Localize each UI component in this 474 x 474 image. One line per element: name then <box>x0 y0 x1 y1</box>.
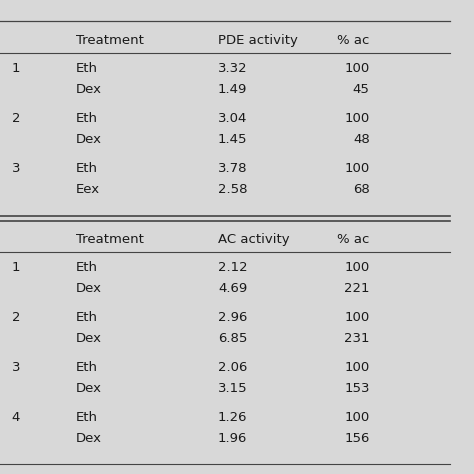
Text: 100: 100 <box>345 112 370 125</box>
Text: 100: 100 <box>345 361 370 374</box>
Text: 2.96: 2.96 <box>218 311 247 324</box>
Text: 100: 100 <box>345 311 370 324</box>
Text: Eth: Eth <box>76 261 98 274</box>
Text: 2: 2 <box>12 311 20 324</box>
Text: 221: 221 <box>344 282 370 295</box>
Text: 156: 156 <box>344 432 370 446</box>
Text: 2.12: 2.12 <box>218 261 247 274</box>
Text: 3.04: 3.04 <box>218 112 247 125</box>
Text: 2.58: 2.58 <box>218 183 247 196</box>
Text: 1.49: 1.49 <box>218 82 247 96</box>
Text: Dex: Dex <box>76 382 102 395</box>
Text: Treatment: Treatment <box>76 233 144 246</box>
Text: 3.15: 3.15 <box>218 382 247 395</box>
Text: 68: 68 <box>353 183 370 196</box>
Text: Dex: Dex <box>76 432 102 446</box>
Text: 1: 1 <box>12 62 20 75</box>
Text: Dex: Dex <box>76 332 102 345</box>
Text: Dex: Dex <box>76 282 102 295</box>
Text: Treatment: Treatment <box>76 34 144 46</box>
Text: Dex: Dex <box>76 82 102 96</box>
Text: Eth: Eth <box>76 311 98 324</box>
Text: 100: 100 <box>345 162 370 175</box>
Text: % ac: % ac <box>337 233 370 246</box>
Text: 2: 2 <box>12 112 20 125</box>
Text: 6.85: 6.85 <box>218 332 247 345</box>
Text: 3.78: 3.78 <box>218 162 247 175</box>
Text: Eex: Eex <box>76 183 100 196</box>
Text: Eth: Eth <box>76 361 98 374</box>
Text: 1.96: 1.96 <box>218 432 247 446</box>
Text: 3.32: 3.32 <box>218 62 247 75</box>
Text: 100: 100 <box>345 411 370 425</box>
Text: 1: 1 <box>12 261 20 274</box>
Text: 45: 45 <box>353 82 370 96</box>
Text: 48: 48 <box>353 133 370 146</box>
Text: AC activity: AC activity <box>218 233 290 246</box>
Text: Eth: Eth <box>76 411 98 425</box>
Text: 1.26: 1.26 <box>218 411 247 425</box>
Text: 3: 3 <box>12 361 20 374</box>
Text: 153: 153 <box>344 382 370 395</box>
Text: 3: 3 <box>12 162 20 175</box>
Text: 100: 100 <box>345 261 370 274</box>
Text: 1.45: 1.45 <box>218 133 247 146</box>
Text: Eth: Eth <box>76 162 98 175</box>
Text: Eth: Eth <box>76 112 98 125</box>
Text: 100: 100 <box>345 62 370 75</box>
Text: 4: 4 <box>12 411 20 425</box>
Text: % ac: % ac <box>337 34 370 46</box>
Text: Eth: Eth <box>76 62 98 75</box>
Text: 4.69: 4.69 <box>218 282 247 295</box>
Text: Dex: Dex <box>76 133 102 146</box>
Text: 231: 231 <box>344 332 370 345</box>
Text: PDE activity: PDE activity <box>218 34 298 46</box>
Text: 2.06: 2.06 <box>218 361 247 374</box>
